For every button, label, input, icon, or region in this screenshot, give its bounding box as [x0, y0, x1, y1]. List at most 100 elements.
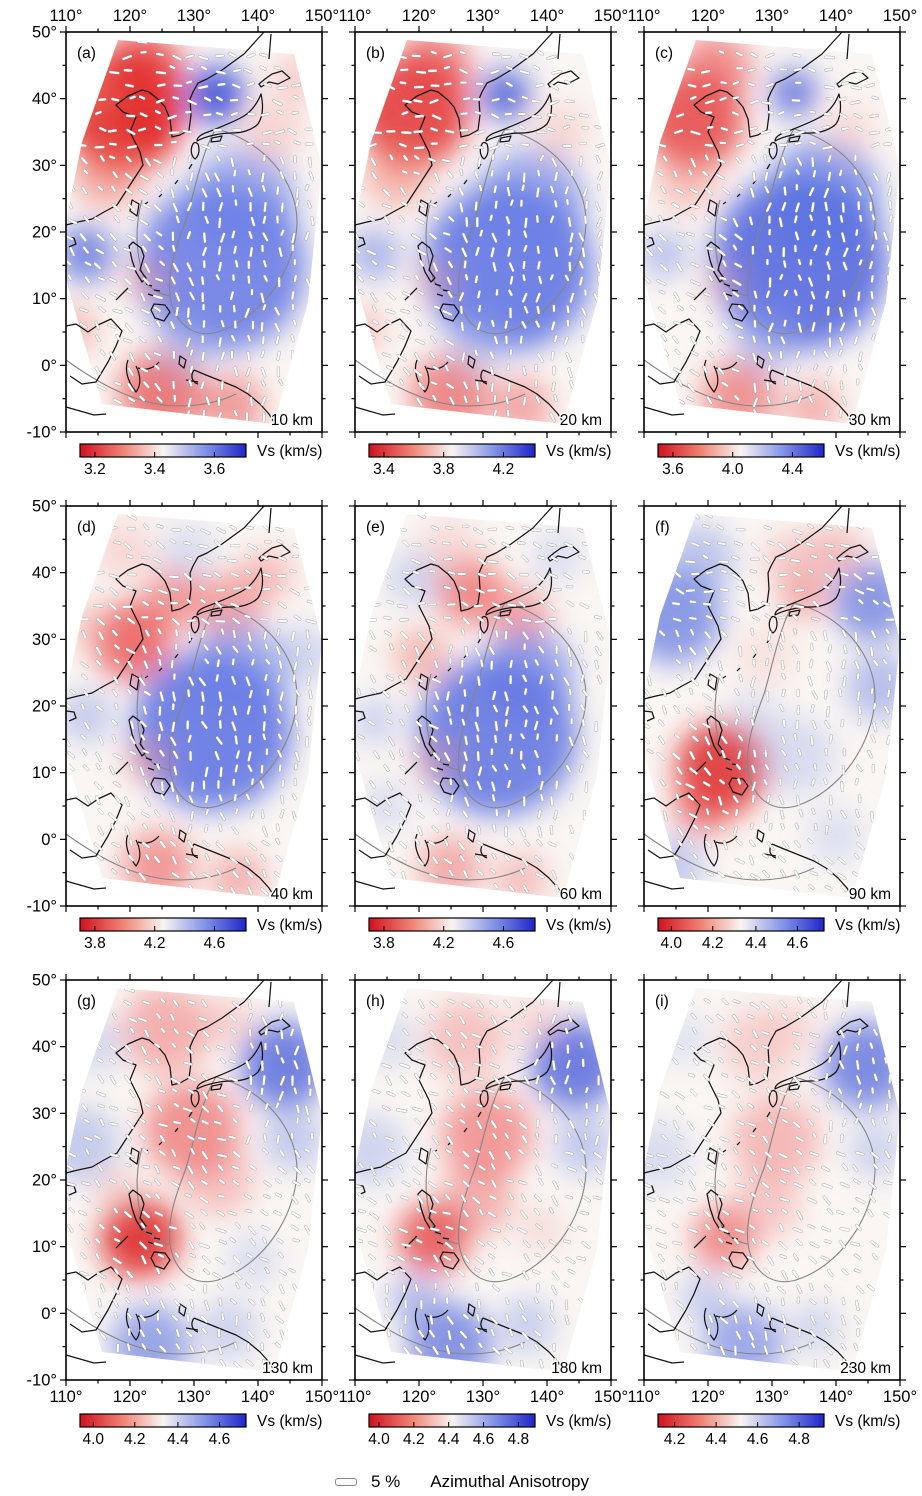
lat-label: 40° — [32, 564, 57, 582]
colorbar-tick-label: 4.2 — [493, 461, 515, 478]
colorbar-tick-label: 4.0 — [660, 935, 682, 952]
colorbar-gradient — [368, 917, 536, 932]
colorbar-tick-label: 3.8 — [84, 935, 106, 952]
colorbar-tick-label: 4.6 — [473, 1431, 495, 1448]
panel-letter: (g) — [77, 993, 96, 1010]
depth-label: 230 km — [840, 1360, 891, 1377]
depth-label: 40 km — [271, 886, 313, 903]
colorbar-tick-label: 4.8 — [508, 1431, 530, 1448]
colorbar-tick-label: 4.8 — [788, 1431, 810, 1448]
lon-label: 110° — [628, 7, 661, 25]
lon-label: 110° — [628, 1388, 661, 1406]
depth-label: 90 km — [849, 886, 891, 903]
axis-ticks — [638, 26, 906, 438]
colorbar-gradient — [368, 1413, 536, 1428]
colorbar-title: Vs (km/s) — [546, 1413, 611, 1430]
colorbar-tick-label: 4.4 — [745, 935, 767, 952]
colorbar-tick-label: 4.4 — [438, 1431, 460, 1448]
panel-c-canvas: 110° 120° 130° 140° 150° (c) 30 km 3.6 4.0 4.4 Vs … — [628, 7, 918, 478]
colorbar-gradient — [79, 917, 247, 932]
lon-label: 150° — [305, 7, 339, 25]
anisotropy-legend: 5 % Azimuthal Anisotropy — [2, 1468, 922, 1496]
figure-row-2: 50° 40° 30° 20° 10° 0° -10° (d) 40 km 3.8 4.2 4.6 Vs… — [2, 496, 922, 970]
map-c: 110° 120° 130° 140° 150° (c) 30 km — [628, 7, 917, 438]
lat-label: 0° — [41, 831, 57, 849]
colorbar-gradient — [368, 443, 536, 458]
lat-label: 40° — [32, 1038, 57, 1056]
colorbar-tick-label: 4.2 — [664, 1431, 686, 1448]
lat-label: 30° — [32, 1105, 57, 1123]
anisotropy-bars — [66, 514, 317, 897]
lon-label: 150° — [594, 7, 628, 25]
colorbar-tick-label: 3.4 — [144, 461, 166, 478]
map-i: 110° 120° 130° 140° 150° (i) 230 km — [628, 974, 917, 1406]
colorbar-title: Vs (km/s) — [546, 443, 611, 460]
anisotropy-bars — [66, 40, 315, 423]
colorbar-tick-label: 3.4 — [373, 461, 395, 478]
panel-b: 110° 120° 130° 140° 150° (b) 20 km 3.4 3.8 4.2 Vs … — [324, 2, 629, 496]
panel-g-canvas: 110° 120° 130° 140° 150° 50° 40° 30° 20° 10° 0° -10… — [27, 972, 340, 1449]
anisotropy-bars — [644, 49, 894, 418]
panel-h: 110° 120° 130° 140° 150° (h) 180 km 4.0 4.2 4.4 4.… — [324, 970, 628, 1466]
legend-label: Azimuthal Anisotropy — [430, 1472, 590, 1491]
colorbar-tick-label: 4.0 — [722, 461, 744, 478]
depth-label: 20 km — [560, 412, 602, 429]
lat-label: 50° — [32, 972, 57, 990]
plate-boundaries — [354, 1076, 587, 1355]
lon-label: 120° — [402, 7, 436, 25]
colorbar-tick-label: 4.6 — [204, 935, 226, 952]
lat-label: 0° — [41, 357, 57, 375]
lat-label: 50° — [32, 498, 57, 516]
map-b: 110° 120° 130° 140° 150° (b) 20 km — [339, 7, 628, 438]
lon-label: 110° — [339, 1388, 372, 1406]
axis-ticks — [349, 974, 617, 1386]
lat-label: 30° — [32, 631, 57, 649]
colorbar-e: 3.8 4.2 4.6 Vs (km/s) — [368, 917, 611, 952]
lon-label: 150° — [883, 1388, 917, 1406]
colorbar-tick-label: 4.0 — [82, 1431, 104, 1448]
panel-letter: (d) — [77, 519, 96, 536]
lat-label: 20° — [32, 224, 57, 242]
colorbar-tick-label: 3.8 — [373, 935, 395, 952]
colorbar-gradient — [657, 1413, 825, 1428]
panel-letter: (c) — [655, 45, 673, 62]
panel-i: 110° 120° 130° 140° 150° (i) 230 km 4.2 4.4 4.6 4.… — [613, 970, 917, 1466]
lon-label: 150° — [305, 1388, 339, 1406]
lat-label: 10° — [32, 290, 57, 308]
lat-label: -10° — [27, 898, 57, 916]
anisotropy-bars — [66, 988, 315, 1370]
map-e: (e) 60 km — [349, 500, 617, 912]
colorbar-tick-label: 4.6 — [209, 1431, 231, 1448]
coastlines — [65, 979, 291, 1371]
panel-letter: (f) — [655, 519, 670, 536]
map-h: 110° 120° 130° 140° 150° (h) 180 km — [339, 974, 628, 1406]
colorbar-b: 3.4 3.8 4.2 Vs (km/s) — [368, 443, 611, 478]
lon-label: 140° — [819, 1388, 853, 1406]
lat-label: 40° — [32, 90, 57, 108]
depth-label: 10 km — [271, 412, 313, 429]
colorbar-tick-label: 4.2 — [144, 935, 166, 952]
lat-label: 50° — [32, 24, 57, 42]
colorbar-f: 4.0 4.2 4.4 4.6 Vs (km/s) — [657, 917, 900, 952]
plate-boundaries — [354, 128, 587, 407]
anisotropy-bar-icon — [334, 1478, 357, 1486]
colorbar-tick-label: 4.4 — [705, 1431, 727, 1448]
colorbar-g: 4.0 4.2 4.4 4.6 Vs (km/s) — [79, 1413, 322, 1448]
colorbar-tick-label: 3.2 — [84, 461, 106, 478]
depth-label: 30 km — [849, 412, 891, 429]
map-g: 110° 120° 130° 140° 150° 50° 40° 30° 20° 10° 0° -10… — [27, 972, 340, 1407]
axis-ticks — [60, 500, 328, 912]
axis-ticks — [638, 974, 906, 1386]
plate-boundaries — [643, 128, 876, 407]
anisotropy-bars — [644, 514, 895, 896]
colorbar-a: 3.2 3.4 3.6 Vs (km/s) — [79, 443, 322, 478]
lon-label: 130° — [755, 7, 789, 25]
panel-d: 50° 40° 30° 20° 10° 0° -10° (d) 40 km 3.8 4.2 4.6 Vs… — [2, 496, 328, 970]
colorbar-tick-label: 4.2 — [702, 935, 724, 952]
lon-label: 130° — [177, 7, 211, 25]
panel-d-canvas: 50° 40° 30° 20° 10° 0° -10° (d) 40 km 3.8 4.2 4.6 Vs… — [27, 498, 328, 952]
colorbar-tick-label: 4.2 — [124, 1431, 146, 1448]
panel-a-canvas: 110° 120° 130° 140° 150° 50° 40° 30° 20° 10° 0° -10… — [27, 7, 340, 478]
axis-ticks — [638, 500, 906, 912]
panel-e-canvas: (e) 60 km 3.8 4.2 4.6 Vs (km/s) — [349, 500, 617, 952]
